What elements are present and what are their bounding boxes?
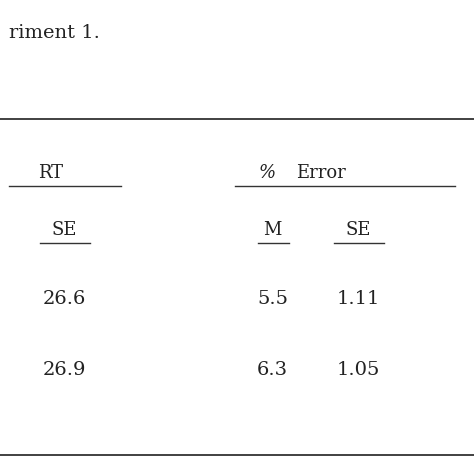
Text: 26.6: 26.6 — [42, 290, 86, 308]
Text: 1.11: 1.11 — [336, 290, 380, 308]
Text: SE: SE — [51, 221, 77, 239]
Text: 6.3: 6.3 — [257, 361, 288, 379]
Text: Error: Error — [296, 164, 346, 182]
Text: SE: SE — [345, 221, 371, 239]
Text: 26.9: 26.9 — [42, 361, 86, 379]
Text: %: % — [258, 164, 275, 182]
Text: RT: RT — [38, 164, 63, 182]
Text: riment 1.: riment 1. — [9, 24, 100, 42]
Text: M: M — [264, 221, 282, 239]
Text: 1.05: 1.05 — [336, 361, 380, 379]
Text: 5.5: 5.5 — [257, 290, 288, 308]
